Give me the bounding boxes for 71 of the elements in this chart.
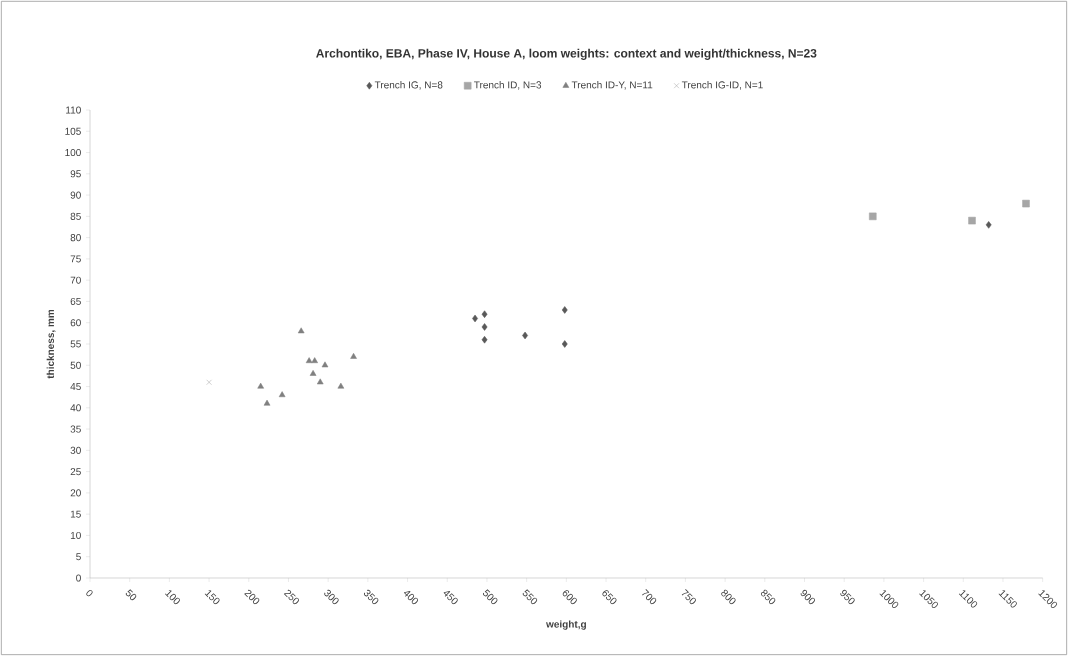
y-tick-label: 100	[65, 148, 81, 157]
x-tick-label: 0	[86, 589, 93, 597]
y-tick-label: 15	[70, 510, 81, 518]
y-tick-label: 25	[70, 468, 81, 476]
y-tick-label: 0	[76, 574, 81, 582]
legend-label: Trench IG, N=8	[374, 81, 443, 90]
x-tick-label: 50	[125, 589, 137, 601]
y-tick-label: 85	[70, 212, 81, 220]
point	[309, 370, 317, 376]
point	[350, 353, 357, 359]
point	[321, 361, 329, 368]
y-tick-label: 110	[66, 106, 81, 114]
x-tick-label: 450	[443, 591, 458, 605]
x-tick-label: 700	[642, 589, 657, 605]
y-tick-label: 35	[70, 425, 81, 433]
x-tick-label: 650	[602, 590, 617, 605]
point	[869, 212, 877, 221]
y-tick-label: 95	[70, 170, 81, 178]
x-tick-label: 500	[483, 589, 498, 605]
y-tick-label: 105	[65, 127, 81, 135]
point	[305, 357, 313, 364]
x-tick-label: 400	[403, 591, 419, 605]
point	[561, 306, 568, 314]
y-tick-label: 50	[70, 361, 81, 369]
y-tick-label: 70	[70, 276, 81, 284]
x-tick-label: 200	[244, 589, 260, 605]
y-axis-title: thickness, mm	[46, 309, 56, 379]
point	[257, 382, 264, 389]
y-tick-label: 20	[70, 489, 81, 497]
x-tick-label: 950	[840, 589, 855, 605]
x-tick-label: 800	[721, 589, 736, 605]
point	[561, 340, 568, 348]
point	[297, 327, 305, 334]
point	[311, 357, 318, 364]
point	[1022, 199, 1030, 208]
legend-label: Trench ID, N=3	[474, 81, 542, 90]
y-tick-label: 45	[70, 383, 81, 391]
x-tick-label: 750	[681, 589, 696, 605]
x-tick-label: 300	[324, 589, 339, 605]
x-tick-label: 150	[204, 590, 220, 605]
y-tick-label: 30	[70, 446, 81, 454]
y-tick-label: 75	[70, 255, 81, 263]
x-tick-label: 350	[363, 589, 379, 605]
point	[985, 221, 992, 229]
y-tick-label: 55	[70, 340, 81, 348]
point	[481, 310, 488, 318]
y-tick-label: 60	[70, 319, 81, 327]
point	[316, 378, 324, 385]
y-tick-label: 40	[70, 404, 81, 412]
y-tick-label: 80	[70, 234, 81, 242]
chart-title: Archontiko, EBA, Phase IV, House A, loom weights: context and weight/thickness, N=23	[316, 48, 817, 60]
x-tick-label: 900	[800, 589, 816, 605]
point	[206, 379, 212, 385]
x-tick-label: 850	[760, 589, 776, 605]
y-tick-label: 90	[70, 191, 81, 199]
x-axis-title: weight,g	[546, 620, 586, 630]
x-tick-label: 600	[562, 590, 577, 605]
point	[481, 323, 488, 331]
point	[481, 336, 488, 344]
x-tick-label: 100	[164, 590, 180, 605]
x-tick-label: 250	[283, 589, 299, 605]
x-tick-label: 550	[522, 589, 538, 605]
point	[337, 382, 345, 389]
point	[278, 391, 286, 398]
legend-label: Trench ID-Y, N=11	[571, 81, 653, 90]
point	[968, 216, 976, 225]
point	[263, 399, 271, 406]
y-tick-label: 5	[76, 553, 81, 561]
y-tick-label: 10	[70, 531, 81, 539]
legend-label: Trench IG-ID, N=1	[681, 81, 763, 90]
y-tick-label: 65	[70, 297, 81, 305]
